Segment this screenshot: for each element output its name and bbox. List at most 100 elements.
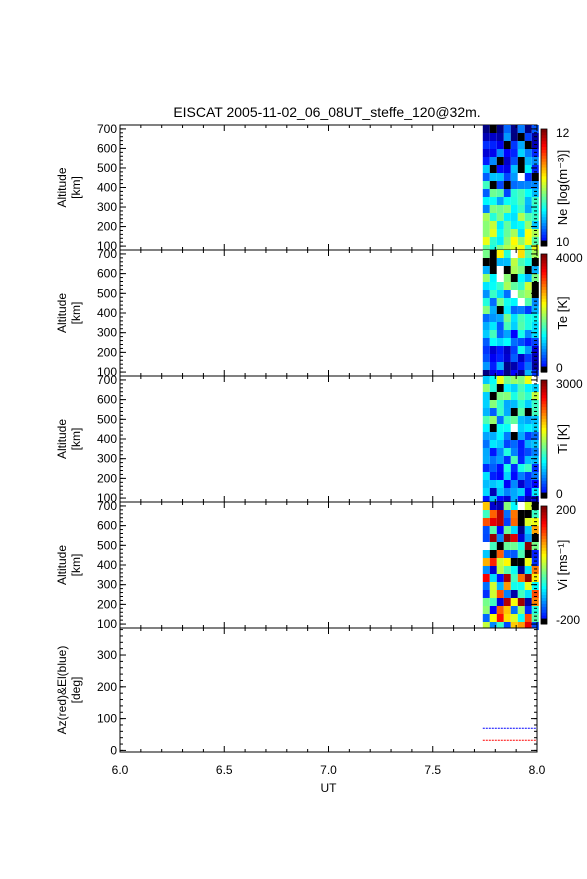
heatmap-cell xyxy=(517,346,525,354)
colorbar-segment xyxy=(541,441,547,446)
y-tick-label: 300 xyxy=(97,452,117,466)
y-tick-label: 600 xyxy=(97,519,117,533)
heatmap-cell xyxy=(524,354,532,362)
y-axis-label-unit: [deg] xyxy=(69,677,83,704)
heatmap-cell xyxy=(524,229,532,237)
colorbar-segment xyxy=(541,553,547,557)
colorbar-segment xyxy=(541,286,547,290)
colorbar-segment xyxy=(541,618,547,622)
colorbar-segment xyxy=(541,450,547,455)
heatmap-cell xyxy=(503,534,511,542)
heatmap-cell xyxy=(531,362,539,370)
heatmap-cell xyxy=(531,542,539,550)
heatmap-cell xyxy=(517,574,525,582)
heatmap-cell xyxy=(489,456,497,464)
heatmap-cell xyxy=(489,614,497,622)
heatmap-cell xyxy=(489,598,497,606)
heatmap-cell xyxy=(503,472,511,480)
heatmap-cell xyxy=(482,189,490,197)
heatmap-cell xyxy=(482,606,490,614)
heatmap-cell xyxy=(524,448,532,456)
colorbar-segment xyxy=(541,382,547,387)
heatmap-cell xyxy=(496,141,504,149)
heatmap-cell xyxy=(531,558,539,566)
heatmap-cell xyxy=(531,229,539,237)
heatmap-cell xyxy=(496,149,504,157)
heatmap-cell xyxy=(531,346,539,354)
heatmap-cell xyxy=(489,510,497,518)
heatmap-cell xyxy=(503,614,511,622)
colorbar-segment xyxy=(541,184,547,188)
heatmap-cell xyxy=(482,542,490,550)
heatmap-cell xyxy=(489,370,497,378)
heatmap-cell xyxy=(524,125,532,133)
heatmap-cell xyxy=(482,534,490,542)
heatmap-cell xyxy=(489,290,497,298)
colorbar-tick-min: 0 xyxy=(556,487,563,501)
colorbar-segment xyxy=(541,259,547,264)
heatmap-cell xyxy=(503,510,511,518)
heatmap-cell xyxy=(496,330,504,338)
heatmap-cell xyxy=(489,330,497,338)
heatmap-cell xyxy=(496,205,504,213)
heatmap-cell xyxy=(482,400,490,408)
heatmap-cell xyxy=(517,250,525,258)
colorbar-segment xyxy=(541,196,547,200)
heatmap-cell xyxy=(517,424,525,432)
heatmap-cell xyxy=(510,582,518,590)
heatmap-cell xyxy=(489,384,497,392)
heatmap-cell xyxy=(482,149,490,157)
heatmap-cell xyxy=(524,250,532,258)
heatmap-cell xyxy=(510,534,518,542)
y-axis-label: Az(red)&El(blue) xyxy=(55,646,69,735)
heatmap-cell xyxy=(503,448,511,456)
heatmap-cell xyxy=(496,245,504,253)
colorbar-segment xyxy=(541,333,547,338)
heatmap-cell xyxy=(482,590,490,598)
heatmap-cell xyxy=(517,229,525,237)
colorbar-segment xyxy=(541,559,547,563)
heatmap-cell xyxy=(496,480,504,488)
heatmap-cell xyxy=(510,550,518,558)
heatmap-cell xyxy=(510,590,518,598)
heatmap-cell xyxy=(524,526,532,534)
heatmap-cell xyxy=(503,464,511,472)
colorbar-segment xyxy=(541,265,547,270)
heatmap-cell xyxy=(503,141,511,149)
colorbar-segment xyxy=(541,541,547,545)
heatmap-cell xyxy=(496,314,504,322)
heatmap-cell xyxy=(531,173,539,181)
y-axis-label-unit: [km] xyxy=(69,302,83,325)
colorbar-frame xyxy=(540,505,548,625)
heatmap-cell xyxy=(482,213,490,221)
heatmap-cell xyxy=(496,622,504,630)
heatmap-cell xyxy=(503,133,511,141)
heatmap-cell xyxy=(482,392,490,400)
colorbar-segment xyxy=(541,388,547,393)
heatmap-cell xyxy=(531,582,539,590)
heatmap-cell xyxy=(524,416,532,424)
heatmap-cell xyxy=(524,590,532,598)
heatmap-cell xyxy=(496,432,504,440)
heatmap-cell xyxy=(510,149,518,157)
colorbar-segment xyxy=(541,480,547,484)
heatmap-cell xyxy=(489,472,497,480)
heatmap-cell xyxy=(496,322,504,330)
colorbar-segment xyxy=(541,526,547,531)
colorbar-segment xyxy=(541,612,547,616)
heatmap-cell xyxy=(531,416,539,424)
colorbar-segment xyxy=(541,456,547,461)
heatmap-cell xyxy=(524,189,532,197)
heatmap-cell xyxy=(524,518,532,526)
heatmap-cell xyxy=(524,274,532,282)
colorbar-segment xyxy=(541,175,547,180)
heatmap-cell xyxy=(489,464,497,472)
colorbar-segment xyxy=(541,400,547,405)
heatmap-cell xyxy=(524,480,532,488)
heatmap-cell xyxy=(496,274,504,282)
colorbar-segment xyxy=(541,315,547,320)
colorbar-segment xyxy=(541,514,547,519)
heatmap-cell xyxy=(496,181,504,189)
heatmap-cell xyxy=(531,306,539,314)
heatmap-cell xyxy=(517,582,525,590)
